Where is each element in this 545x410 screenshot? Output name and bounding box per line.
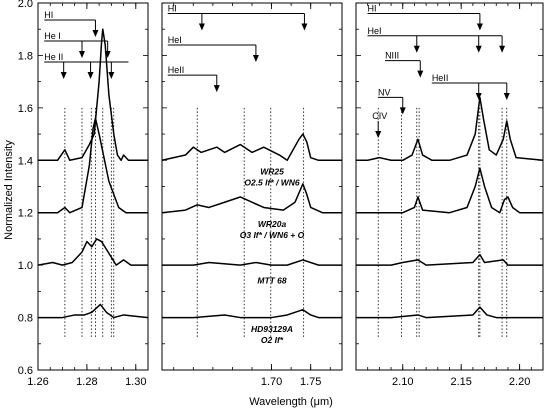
star-label: HD93129A (251, 324, 293, 334)
arrow-head (475, 92, 482, 100)
arrow-head (104, 51, 111, 59)
line-id-label: HI (168, 3, 177, 13)
panel-frame (355, 2, 544, 371)
line-id-label: CIV (372, 111, 387, 121)
line-id-label: HI (368, 3, 377, 13)
star-label: O3 If* / WN6 + O (240, 230, 305, 240)
spectrum-line (161, 183, 342, 214)
x-tick-label: 2.20 (509, 376, 530, 388)
y-tick-label: 0.8 (18, 313, 33, 325)
y-tick-label: 1.6 (18, 103, 33, 115)
arrow-head (108, 71, 115, 79)
arrow-head (413, 45, 420, 53)
line-id-label: NIII (385, 51, 399, 61)
line-id-label: HeII (432, 73, 449, 83)
x-tick-label: 1.70 (261, 376, 282, 388)
spectrum-line (38, 28, 148, 162)
arrow-head (417, 70, 424, 78)
y-tick-label: 0.6 (18, 365, 33, 377)
star-label: WR20a (258, 219, 287, 229)
arrow-head (87, 71, 94, 79)
x-tick-label: 1.28 (76, 376, 97, 388)
x-tick-label: 2.15 (450, 376, 471, 388)
spectrum-line (37, 238, 148, 266)
star-label: WR25 (260, 167, 284, 177)
line-id-label: HI (44, 10, 53, 20)
arrow-head (198, 23, 205, 31)
y-tick-label: 1.8 (18, 50, 33, 62)
spectrum-line (356, 306, 543, 319)
x-tick-label: 1.26 (27, 376, 48, 388)
y-axis-label: Normalized Intensity (3, 140, 15, 240)
x-tick-label: 2.10 (392, 376, 413, 388)
panel-2: 1.70 1.75 HI HeI HeII (161, 2, 343, 388)
arrow-head (301, 23, 308, 31)
line-id-label: HeII (168, 65, 185, 75)
spectrum-line (38, 303, 149, 319)
line-id-label: He II (44, 52, 63, 62)
arrow-head (399, 107, 406, 115)
line-id-label: He I (44, 31, 61, 41)
arrow-head (499, 45, 506, 53)
star-label: O2.5 If* / WN6 (244, 178, 300, 188)
spectrum-line (356, 253, 543, 266)
arrow-head (213, 85, 220, 93)
x-axis-label: Wavelength (μm) (249, 396, 333, 408)
line-id-label: NV (378, 87, 391, 97)
panel-1: 1.26 1.28 1.30 HI He I He II (27, 2, 149, 388)
spectrum-line (162, 259, 342, 266)
arrow-head (60, 71, 67, 79)
star-label: O2 If* (261, 335, 284, 345)
spectrum-line (356, 96, 544, 162)
star-label: MTT 68 (257, 275, 287, 285)
arrow-head (475, 45, 482, 53)
line-id-label: HeI (168, 35, 182, 45)
arrow-head (252, 54, 259, 62)
y-tick-label: 1.4 (18, 155, 33, 167)
arrow-head (79, 51, 85, 59)
spectrum-line (38, 117, 148, 214)
line-id-label: HeI (368, 26, 382, 36)
spectrum-line (161, 133, 342, 162)
y-tick-label: 2.0 (18, 0, 33, 10)
y-tick-label: 1.2 (18, 208, 33, 220)
panel-3: 2.10 2.15 2.20 HI HeI NIII HeII NV CIV (355, 2, 544, 388)
x-tick-label: 1.75 (300, 376, 321, 388)
spectrum-line (162, 308, 342, 319)
x-tick-label: 1.30 (125, 376, 146, 388)
y-tick-label: 1.0 (18, 260, 33, 272)
arrow-head (375, 130, 382, 138)
spectrum-line (356, 167, 543, 214)
arrow-head (503, 92, 510, 100)
arrow-head (476, 23, 483, 31)
arrow-head (92, 30, 99, 38)
